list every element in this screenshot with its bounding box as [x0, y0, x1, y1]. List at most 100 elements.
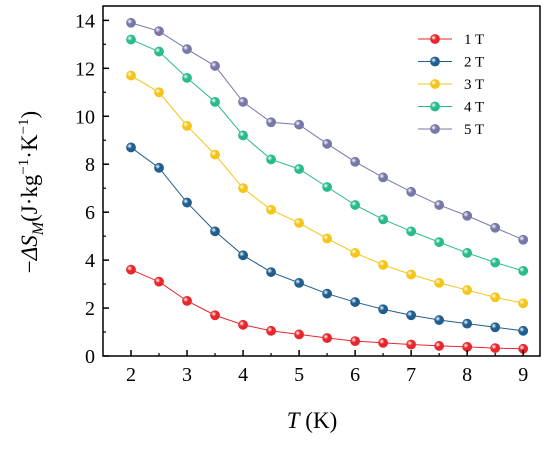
series-2 — [126, 142, 529, 336]
data-point — [126, 17, 136, 28]
data-point — [434, 315, 445, 325]
y-axis-title-unit-a: (J·kg — [17, 174, 42, 222]
legend-label: 1 T — [464, 32, 484, 48]
y-axis-title-sup1: −1 — [16, 159, 32, 175]
data-point — [238, 319, 248, 330]
data-point — [406, 186, 417, 197]
data-point — [490, 222, 501, 233]
data-point — [322, 233, 333, 244]
legend-item: 3 T — [418, 77, 484, 93]
data-point — [154, 87, 164, 98]
data-point — [266, 325, 276, 336]
data-point — [182, 295, 192, 306]
y-axis-title-unit-b: ·K — [17, 134, 42, 159]
data-point — [126, 142, 136, 153]
data-point — [266, 204, 276, 215]
y-axis-title-unit-c: ) — [17, 111, 42, 119]
data-point — [350, 336, 361, 347]
legend-item: 2 T — [418, 55, 484, 71]
data-point — [238, 130, 248, 141]
x-tick-label: 6 — [350, 364, 360, 386]
x-tick-label: 7 — [406, 364, 416, 386]
data-point — [406, 339, 417, 350]
legend-label: 4 T — [464, 100, 484, 116]
y-tick-label: 8 — [85, 154, 95, 176]
data-point — [210, 226, 220, 237]
legend-label: 2 T — [464, 55, 484, 71]
data-point — [126, 34, 136, 45]
data-point — [294, 277, 304, 288]
series-4 — [126, 34, 529, 276]
y-tick-label: 12 — [75, 58, 95, 80]
data-point — [350, 297, 361, 307]
data-point — [126, 70, 136, 81]
data-point — [406, 226, 417, 237]
data-point — [182, 73, 192, 83]
data-point — [154, 26, 164, 37]
data-point — [490, 343, 501, 353]
data-point — [490, 292, 501, 303]
data-point — [182, 44, 192, 55]
data-point — [378, 260, 389, 270]
plot-frame — [102, 5, 541, 357]
data-point — [182, 120, 192, 131]
chart-axes: 2 3 4 5 6 7 8 9 0 2 4 6 8 10 12 14 — [75, 5, 541, 386]
data-point — [154, 276, 164, 287]
data-point — [294, 329, 304, 340]
y-tick-label: 14 — [75, 10, 95, 32]
data-point — [350, 156, 361, 167]
x-tick-label: 4 — [238, 364, 248, 386]
data-point — [126, 264, 136, 275]
y-axis-title-symbol: ΔS — [17, 235, 42, 261]
y-axis-title-subscript: M — [30, 220, 47, 236]
data-point — [294, 218, 304, 228]
y-axis-title-minus: − — [17, 260, 42, 273]
series-1 — [126, 264, 529, 354]
legend-marker — [430, 56, 440, 67]
y-tick-label: 4 — [85, 250, 95, 272]
data-point — [154, 46, 164, 57]
y-tick-label: 10 — [75, 106, 95, 128]
data-point — [518, 298, 529, 309]
y-tick-label: 6 — [85, 202, 95, 224]
data-point — [378, 304, 389, 315]
data-point — [518, 325, 529, 336]
x-axis-title: T (K) — [287, 408, 337, 433]
x-tick-label: 8 — [462, 364, 472, 386]
legend-label: 3 T — [464, 77, 484, 93]
data-point — [322, 333, 333, 343]
data-point — [462, 248, 473, 258]
data-point — [350, 248, 361, 258]
data-point — [238, 183, 248, 194]
data-point — [266, 117, 276, 128]
y-axis-title: −ΔSM(J·kg−1·K−1) — [16, 111, 47, 273]
legend-item: 5 T — [418, 122, 484, 138]
data-point — [210, 96, 220, 107]
data-point — [434, 277, 445, 288]
x-axis-title-symbol: T — [287, 408, 302, 433]
legend-marker — [430, 34, 440, 44]
data-point — [322, 182, 333, 192]
data-point — [462, 210, 473, 221]
data-point — [378, 172, 389, 183]
data-point — [518, 265, 529, 276]
data-point — [210, 61, 220, 71]
x-tick-label: 5 — [294, 364, 304, 386]
data-point — [238, 96, 248, 107]
data-point — [378, 337, 389, 348]
x-tick-label: 2 — [126, 364, 136, 386]
legend-item: 1 T — [418, 32, 484, 48]
data-point — [462, 285, 473, 295]
data-point — [238, 250, 248, 261]
y-tick-label: 0 — [85, 346, 95, 368]
data-point — [406, 269, 417, 280]
data-point — [378, 214, 389, 225]
legend-item: 4 T — [418, 100, 484, 116]
chart-series-group — [126, 17, 529, 354]
data-point — [294, 164, 304, 174]
data-point — [322, 138, 333, 149]
data-point — [266, 267, 276, 277]
data-point — [434, 200, 445, 210]
